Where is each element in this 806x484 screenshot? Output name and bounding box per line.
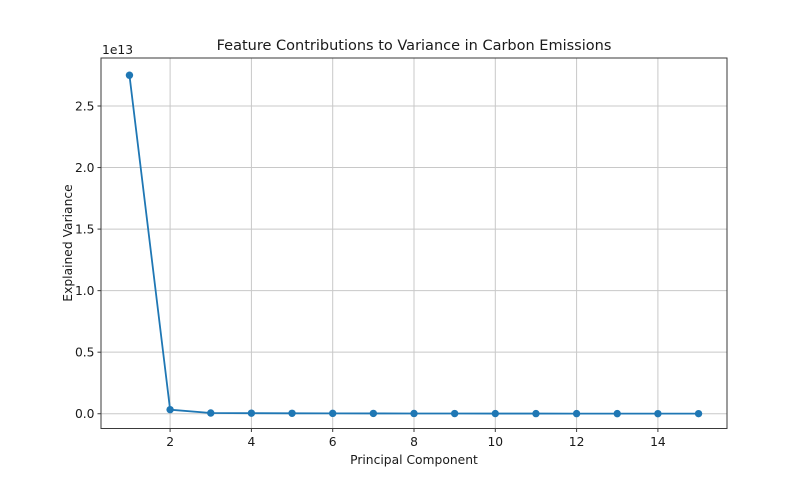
data-point [572, 409, 581, 418]
x-tick-label: 6 [329, 435, 337, 449]
x-tick-label: 8 [410, 435, 418, 449]
y-tick-label: 0.0 [75, 407, 95, 421]
x-tick-label: 2 [166, 435, 174, 449]
x-tick-label: 10 [487, 435, 503, 449]
grid-layer [101, 58, 727, 429]
data-point [166, 405, 174, 414]
axes-layer: 2 4 6 8 10 12 14 0.0 0.5 1.0 1.5 2.0 2.5 [75, 57, 728, 449]
data-point [613, 409, 621, 418]
data-point [207, 409, 215, 417]
data-point [450, 409, 459, 418]
x-axis-label: Principal Component [350, 453, 478, 467]
y-axis-label: Explained Variance [61, 184, 75, 301]
y-tick-label: 1.0 [75, 284, 95, 298]
data-point [247, 409, 256, 417]
series-layer [125, 71, 703, 418]
data-point [654, 409, 662, 418]
y-tick-label: 2.5 [75, 100, 95, 114]
data-point [532, 409, 540, 418]
data-point [329, 409, 337, 418]
data-point [694, 409, 703, 418]
data-point [288, 409, 296, 417]
chart-title: Feature Contributions to Variance in Car… [217, 38, 612, 54]
x-tick-label: 14 [650, 435, 666, 449]
data-point [491, 409, 499, 418]
y-tick-label: 2.0 [75, 161, 95, 175]
data-point [410, 409, 418, 418]
y-tick-label: 1.5 [75, 223, 95, 237]
data-point [125, 71, 134, 79]
y-axis-offset-label: 1e13 [102, 43, 133, 57]
y-tick-label: 0.5 [75, 346, 95, 360]
x-tick-label: 4 [247, 435, 255, 449]
data-point [369, 409, 378, 418]
x-tick-label: 12 [569, 435, 585, 449]
